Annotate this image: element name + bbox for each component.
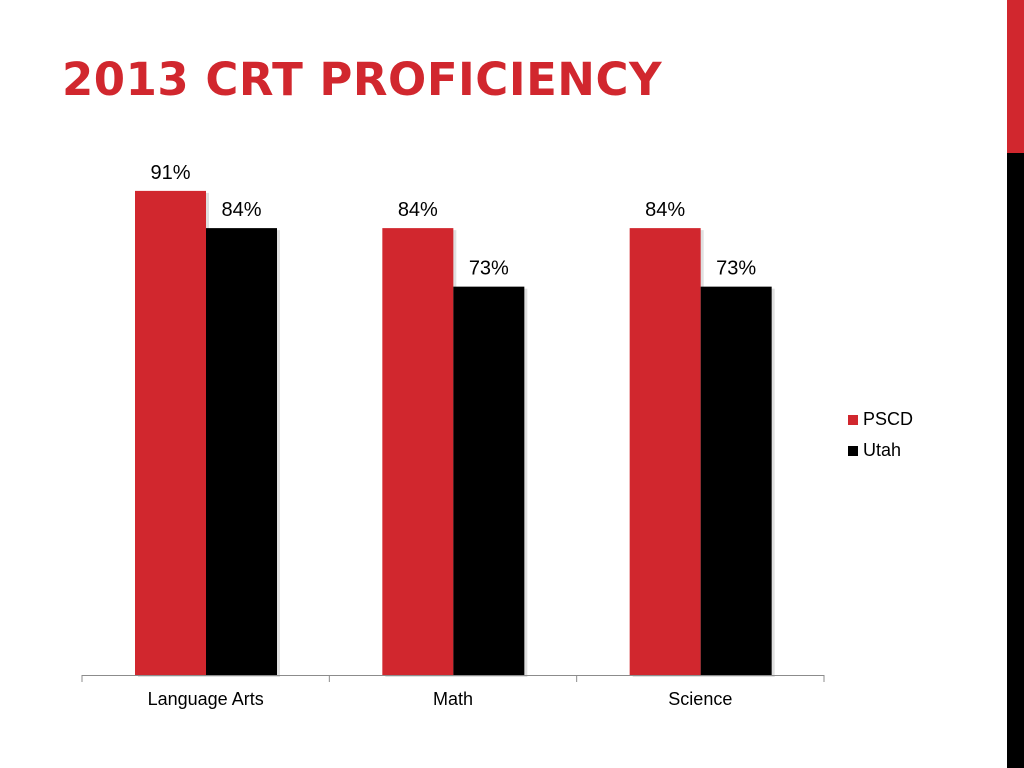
bar-utah-language-arts bbox=[206, 228, 277, 675]
x-tick-label: Science bbox=[668, 689, 732, 709]
legend-label-pscd: PSCD bbox=[863, 409, 913, 429]
data-label: 84% bbox=[221, 199, 261, 221]
bar-pscd-science bbox=[629, 228, 701, 675]
bar-pscd-language-arts bbox=[135, 190, 206, 675]
x-tick-label: Language Arts bbox=[148, 689, 264, 709]
bar-utah-math bbox=[453, 286, 525, 675]
slide-title: 2013 CRT PROFICIENCY bbox=[62, 53, 663, 106]
side-bar-accent-segment bbox=[1007, 0, 1024, 153]
bar-pscd-math bbox=[382, 228, 454, 675]
data-label: 73% bbox=[716, 258, 756, 280]
data-label: 73% bbox=[469, 258, 509, 280]
x-tick-label: Math bbox=[433, 689, 473, 709]
legend-label-utah: Utah bbox=[863, 440, 901, 460]
legend-swatch-pscd bbox=[848, 415, 858, 425]
bar-chart: 91% 84% 84% 84% 73% 73% Language Arts Math Scien… bbox=[81, 162, 913, 709]
data-label: 84% bbox=[645, 199, 685, 221]
legend-swatch-utah bbox=[848, 446, 858, 456]
bar-utah-science bbox=[700, 286, 772, 675]
decorative-side-bar bbox=[1007, 0, 1024, 768]
data-label: 91% bbox=[150, 162, 190, 184]
side-bar-dark-segment bbox=[1007, 153, 1024, 768]
data-label: 84% bbox=[398, 199, 438, 221]
